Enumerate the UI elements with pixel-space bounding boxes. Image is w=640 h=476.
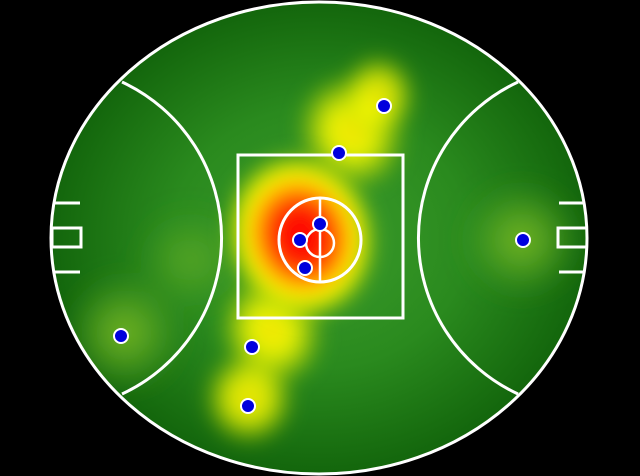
boundary-oval bbox=[49, 0, 589, 476]
marker-6[interactable] bbox=[515, 232, 531, 248]
marker-5[interactable] bbox=[297, 260, 313, 276]
marker-1[interactable] bbox=[376, 98, 392, 114]
marker-3[interactable] bbox=[312, 216, 328, 232]
pitch-line-group bbox=[51, 80, 587, 396]
pitch-clip-group bbox=[51, 2, 587, 474]
marker-9[interactable] bbox=[240, 398, 256, 414]
hotspot-upper-far bbox=[338, 52, 418, 140]
marker-2[interactable] bbox=[331, 145, 347, 161]
event-markers bbox=[113, 98, 531, 414]
marker-4[interactable] bbox=[292, 232, 308, 248]
fifty-metre-arc-left bbox=[121, 80, 224, 396]
marker-7[interactable] bbox=[113, 328, 129, 344]
center-square bbox=[236, 153, 405, 320]
goal-square-right bbox=[556, 226, 587, 249]
hotspot-left-pocket bbox=[132, 206, 248, 314]
hotspot-lower-far bbox=[201, 348, 297, 448]
marker-8[interactable] bbox=[244, 339, 260, 355]
fifty-metre-arc-right bbox=[416, 80, 519, 396]
